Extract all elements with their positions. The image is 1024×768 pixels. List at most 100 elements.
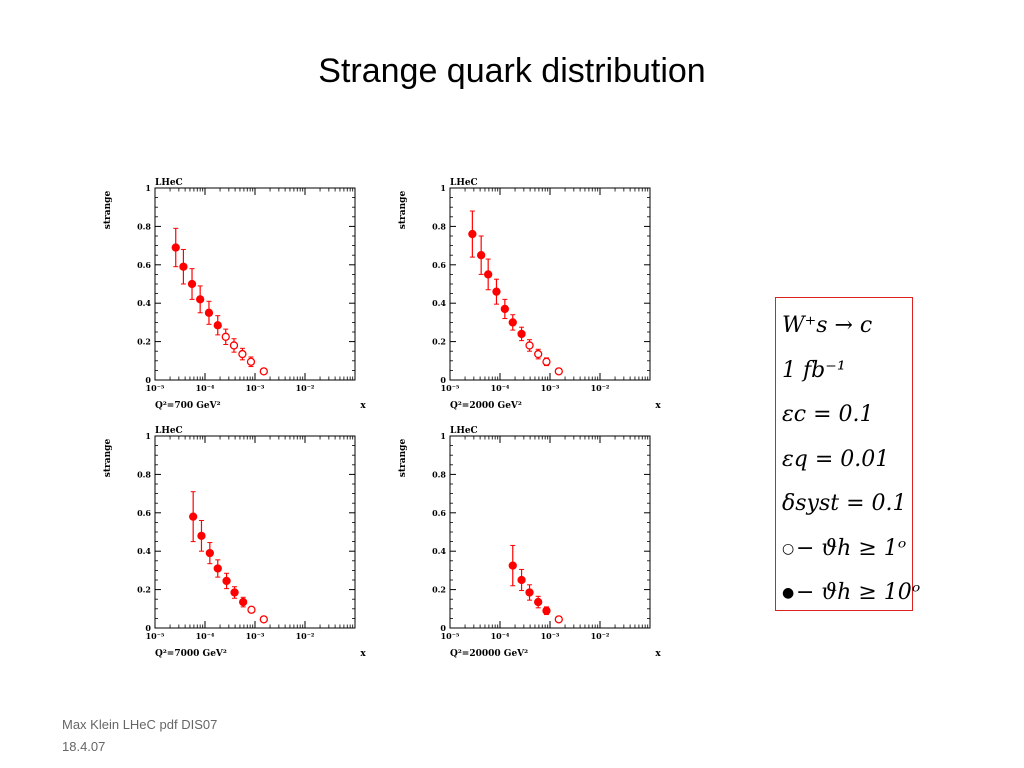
open-circle-icon: ○: [782, 540, 795, 557]
legend-delta-syst: δsyst = 0.1: [782, 491, 907, 516]
data-point-filled: [508, 561, 517, 570]
data-point-filled: [213, 564, 222, 573]
x-tick-label: 10⁻³: [246, 631, 265, 641]
x-tick-label: 10⁻³: [246, 383, 265, 393]
y-tick-label: 0.4: [432, 298, 446, 308]
data-point-filled: [477, 251, 486, 260]
legend-open-marker-row: ○− ϑh ≥ 1ᵒ: [782, 527, 908, 572]
data-point-filled: [517, 329, 526, 339]
y-tick-label: 0.8: [432, 221, 446, 231]
plot-frame: [449, 435, 651, 629]
y-tick-label: 0.2: [137, 585, 151, 595]
data-point-open: [247, 605, 256, 614]
x-tick-label: 10⁻⁴: [491, 383, 510, 393]
chart-panel-q2-20000: 0 0.2 0.4 0.6 0.8 1 10⁻⁵ 10⁻⁴ 10⁻³ 10⁻² LHeC strang…: [398, 426, 661, 659]
y-axis-label: strange: [398, 439, 408, 478]
y-tick-label: 0.6: [137, 508, 151, 518]
data-point-open: [542, 357, 551, 366]
x-axis-label: x: [655, 401, 661, 411]
data-point-open: [259, 367, 268, 376]
legend-epsilon-c: εc = 0.1: [782, 402, 874, 427]
y-tick-label: 0.8: [137, 469, 151, 479]
data-point-open: [229, 341, 239, 350]
plot-frame: [154, 435, 356, 629]
data-point-filled: [542, 606, 551, 615]
y-tick-label: 0.6: [432, 508, 446, 518]
footer-author: Max Klein LHeC pdf DIS07: [62, 717, 218, 732]
data-point-filled: [205, 548, 214, 558]
data-point-filled: [187, 279, 197, 289]
y-tick-label: 0: [145, 623, 151, 633]
legend-box: W⁺s → c 1 fb⁻¹ εc = 0.1 εq = 0.01 δsyst …: [775, 297, 920, 611]
x-tick-label: 10⁻²: [296, 383, 315, 393]
chart-panel-q2-2000: 0 0.2 0.4 0.6 0.8 1 10⁻⁵ 10⁻⁴ 10⁻³ 10⁻² LHeC strang…: [398, 178, 661, 411]
y-tick-label: 0.2: [137, 337, 151, 347]
y-tick-label: 0: [440, 623, 446, 633]
experiment-label: LHeC: [155, 178, 183, 188]
y-tick-label: 0.8: [137, 221, 151, 231]
data-point-filled: [468, 229, 477, 239]
y-tick-label: 1: [145, 431, 151, 441]
y-tick-label: 1: [145, 183, 151, 193]
y-tick-label: 0.8: [432, 469, 446, 479]
x-axis-label: x: [360, 401, 366, 411]
data-point-filled: [197, 531, 206, 540]
x-tick-label: 10⁻⁵: [146, 631, 165, 641]
data-point-open: [554, 367, 563, 376]
data-point-open: [534, 349, 543, 359]
data-point-filled: [179, 262, 188, 271]
x-tick-label: 10⁻²: [591, 383, 610, 393]
x-axis-label: x: [655, 649, 661, 659]
x-axis-label: x: [360, 649, 366, 659]
y-axis-label: strange: [398, 191, 408, 230]
x-tick-label: 10⁻⁵: [441, 631, 460, 641]
experiment-label: LHeC: [155, 426, 183, 436]
experiment-label: LHeC: [450, 178, 478, 188]
data-point-filled: [222, 576, 231, 586]
data-point-filled: [213, 321, 222, 330]
x-tick-label: 10⁻⁴: [491, 631, 510, 641]
y-tick-label: 0: [440, 375, 446, 385]
data-point-filled: [525, 588, 534, 597]
slide-title: Strange quark distribution: [318, 52, 706, 90]
data-point-open: [221, 332, 230, 341]
data-point-filled: [230, 588, 239, 597]
data-point-filled: [239, 597, 248, 607]
x-tick-label: 10⁻²: [296, 631, 315, 641]
legend-luminosity: 1 fb⁻¹: [782, 357, 846, 383]
y-tick-label: 1: [440, 183, 446, 193]
x-tick-label: 10⁻⁵: [441, 383, 460, 393]
y-tick-label: 0.4: [137, 546, 151, 556]
x-tick-label: 10⁻⁴: [196, 631, 215, 641]
q2-label: Q²=700 GeV²: [155, 401, 221, 411]
legend-theta-1: − ϑh ≥ 1ᵒ: [796, 535, 907, 561]
x-tick-label: 10⁻²: [591, 631, 610, 641]
legend-filled-marker-row: ●− ϑh ≥ 10ᵒ: [782, 571, 920, 616]
y-tick-label: 0.2: [432, 585, 446, 595]
q2-label: Q²=7000 GeV²: [155, 649, 227, 659]
data-point-filled: [189, 512, 198, 521]
x-tick-label: 10⁻³: [541, 631, 560, 641]
q2-label: Q²=2000 GeV²: [450, 401, 522, 411]
x-tick-label: 10⁻⁵: [146, 383, 165, 393]
y-tick-label: 0.6: [137, 260, 151, 270]
legend-epsilon-q: εq = 0.01: [782, 446, 890, 472]
data-point-filled: [204, 308, 214, 317]
plot-frame: [449, 187, 651, 381]
data-point-filled: [484, 270, 493, 279]
x-tick-label: 10⁻⁴: [196, 383, 215, 393]
y-axis-label: strange: [103, 439, 113, 478]
experiment-label: LHeC: [450, 426, 478, 436]
data-point-filled: [534, 597, 543, 607]
data-point-filled: [508, 318, 517, 327]
x-tick-label: 10⁻³: [541, 383, 560, 393]
y-tick-label: 0: [145, 375, 151, 385]
data-point-open: [259, 615, 268, 624]
footer: Max Klein LHeC pdf DIS07 18.4.07: [62, 714, 217, 758]
data-point-filled: [196, 295, 205, 304]
data-point-filled: [171, 243, 180, 252]
data-point-filled: [492, 287, 501, 296]
y-tick-label: 0.2: [432, 337, 446, 347]
chart-panel-q2-7000: 0 0.2 0.4 0.6 0.8 1 10⁻⁵ 10⁻⁴ 10⁻³ 10⁻² LHeC strang…: [103, 426, 366, 659]
data-point-filled: [500, 304, 509, 314]
